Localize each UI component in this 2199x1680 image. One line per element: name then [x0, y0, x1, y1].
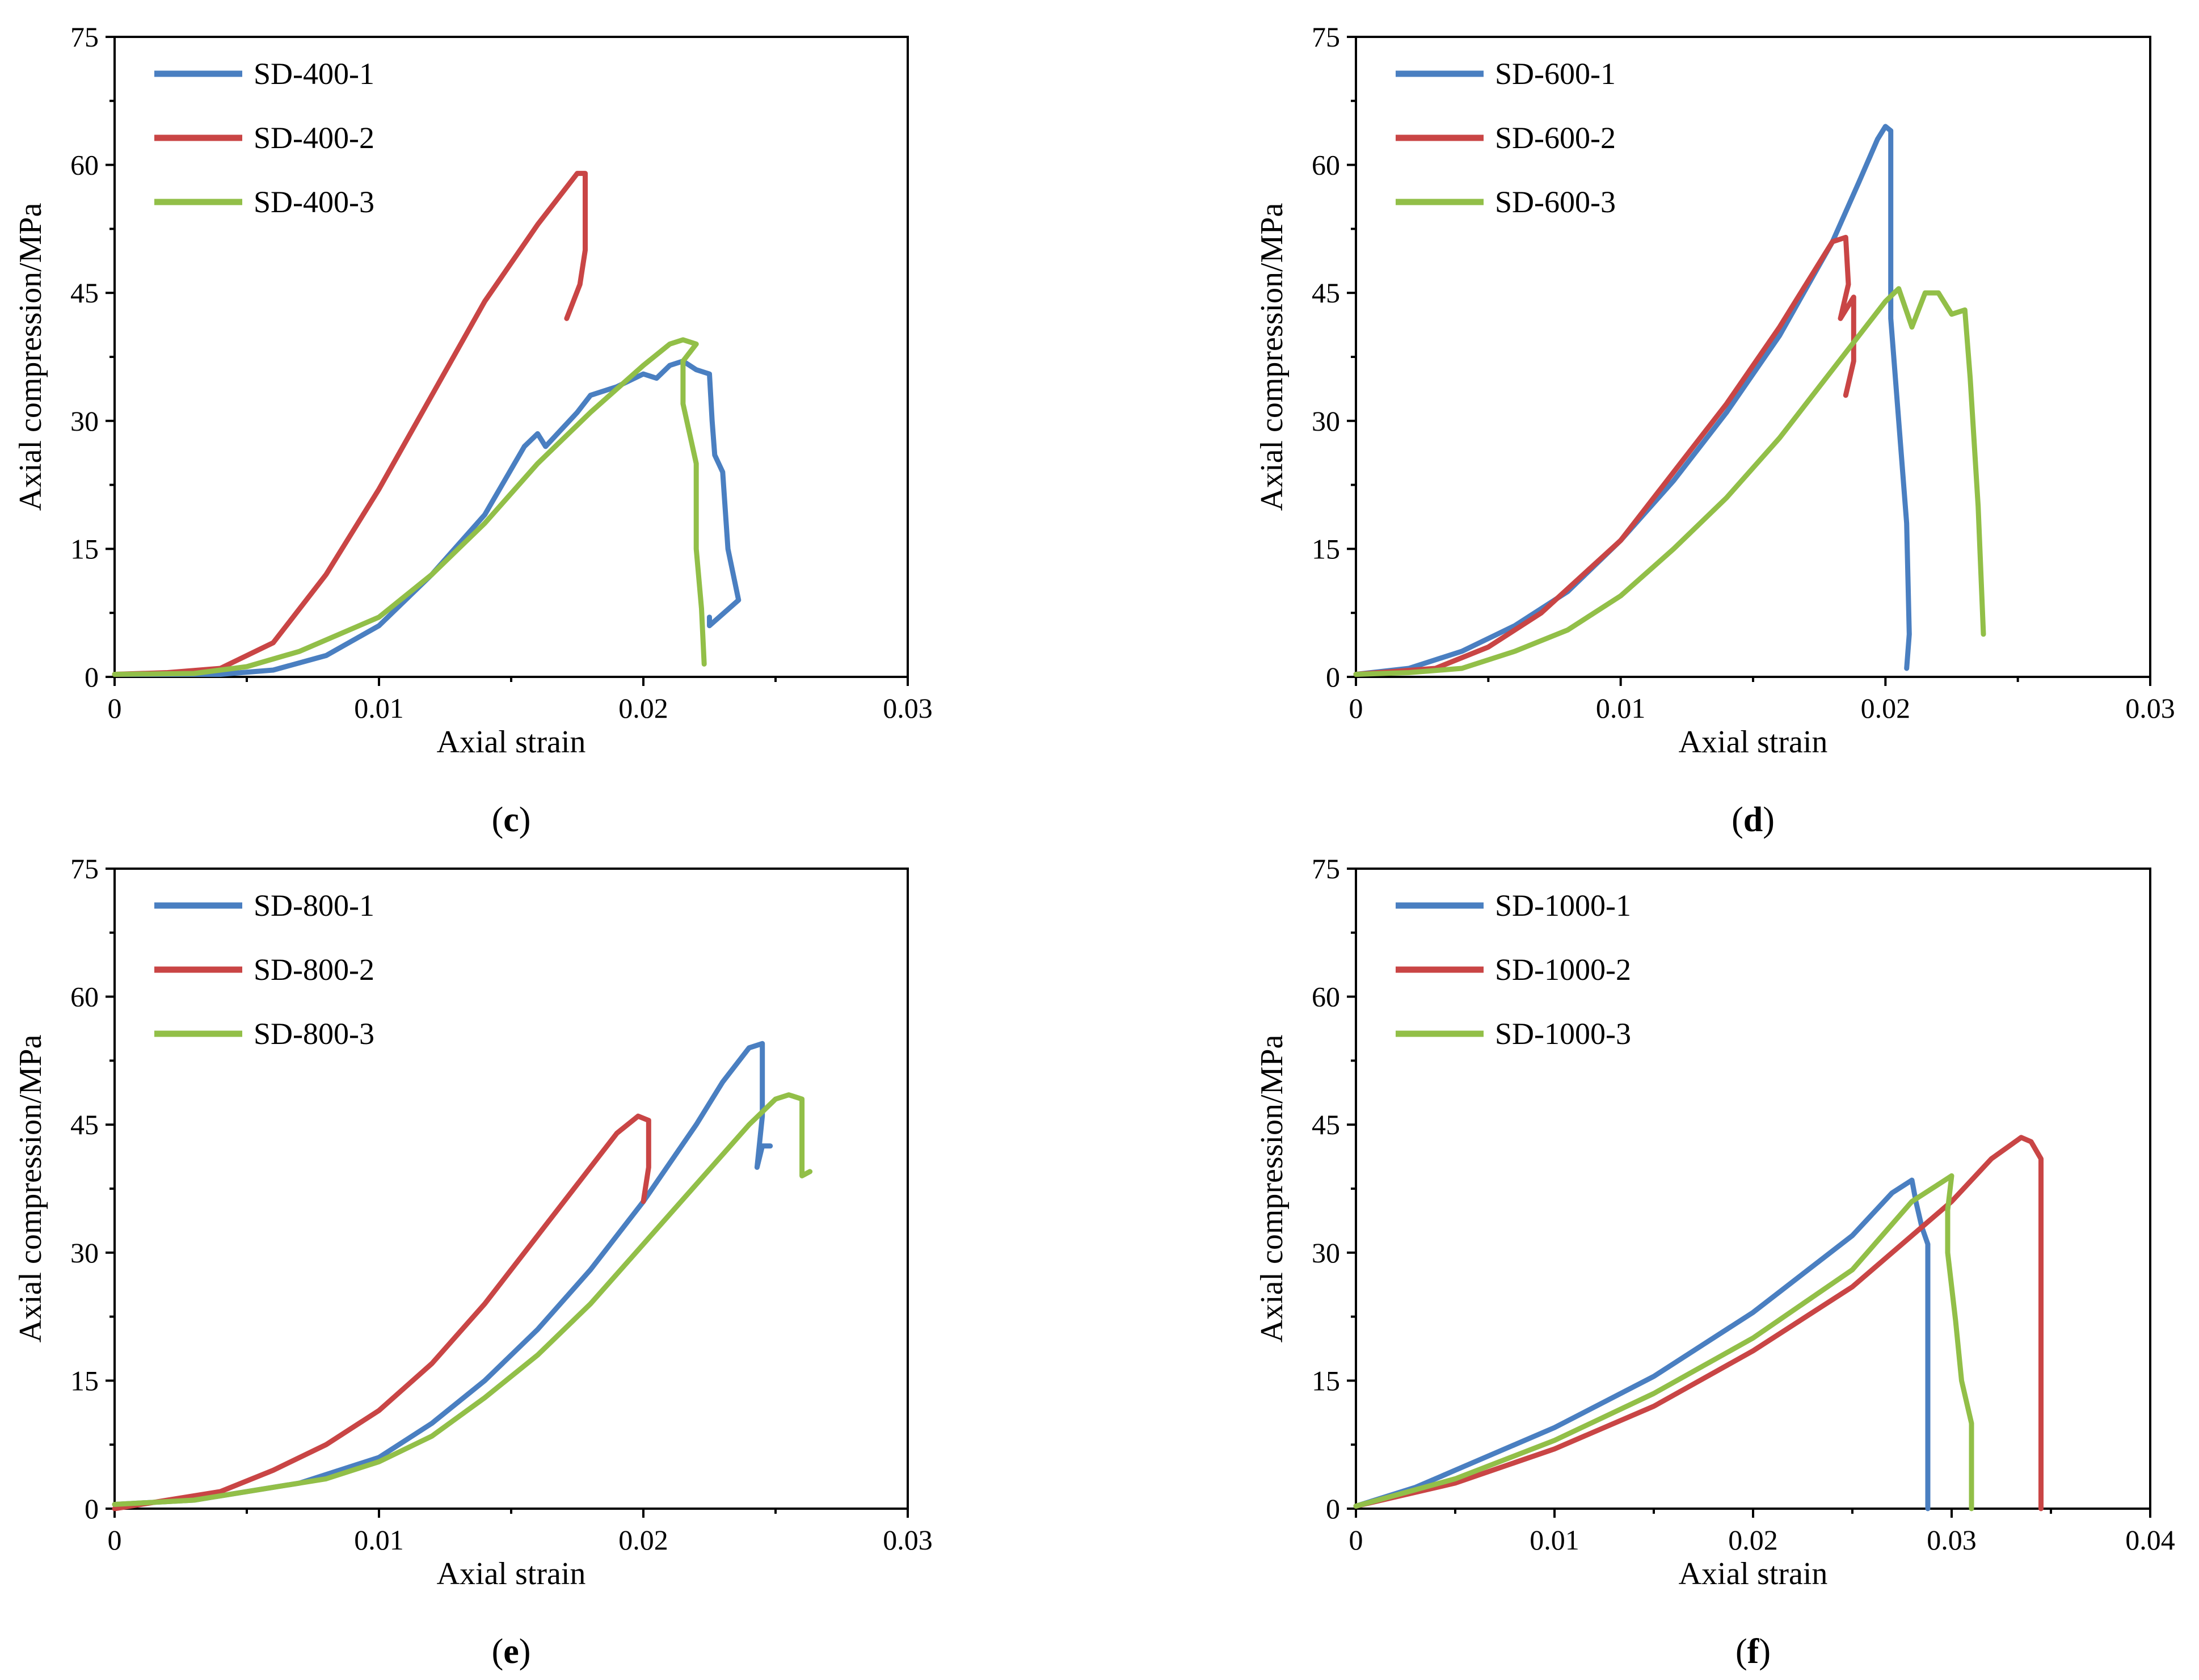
panel-c: 0 15 30 45 60 75 0 0.01 0.02 0.03 Axial strain Axia…: [13, 21, 933, 839]
y-tick-label: 15: [1312, 1365, 1340, 1396]
legend-label-SD-1000-1: SD-1000-1: [1495, 889, 1631, 923]
series-line-SD-800-3: [112, 1092, 813, 1507]
panel-label: (f): [1735, 1632, 1771, 1671]
series-line-SD-600-2: [1353, 234, 1856, 677]
legend-label-SD-600-1: SD-600-1: [1495, 57, 1616, 91]
y-tick-label: 45: [1312, 277, 1340, 309]
y-tick-label: 0: [1326, 661, 1340, 693]
y-tick-label: 75: [70, 853, 99, 885]
legend-label-SD-400-1: SD-400-1: [254, 57, 374, 91]
y-axis-title: Axial compression/MPa: [13, 1034, 48, 1342]
y-tick-label: 60: [1312, 149, 1340, 181]
x-tick-label: 0: [108, 692, 122, 724]
x-axis-title: Axial strain: [1679, 1556, 1828, 1591]
series-line-SD-600-1: [1353, 124, 1912, 677]
x-axis-title: Axial strain: [437, 1556, 586, 1591]
y-tick-label: 15: [70, 533, 99, 565]
x-tick-label: 0.01: [1530, 1524, 1579, 1556]
y-axis-title: Axial compression/MPa: [13, 203, 48, 511]
x-tick-label: 0.01: [354, 1524, 404, 1556]
x-tick-label: 0.02: [1728, 1524, 1778, 1556]
series-line-SD-600-3: [1353, 286, 1986, 677]
y-tick-label: 30: [70, 1237, 99, 1269]
panel-e: 0 15 30 45 60 75 0 0.01 0.02 0.03 Axial strain Axia…: [13, 853, 933, 1671]
x-tick-label: 0.01: [354, 692, 404, 724]
y-axis-title: Axial compression/MPa: [1254, 1034, 1290, 1342]
x-tick-label: 0.04: [2125, 1524, 2175, 1556]
panel-f: 0 15 30 45 60 75 0 0.01 0.02 0.03 0.04 Axial strain…: [1254, 853, 2175, 1671]
x-tick-label: 0.02: [1861, 692, 1911, 724]
legend-label-SD-400-3: SD-400-3: [254, 185, 374, 219]
x-tick-label: 0.02: [618, 1524, 668, 1556]
legend-label-SD-1000-2: SD-1000-2: [1495, 953, 1631, 987]
y-axis-title: Axial compression/MPa: [1254, 203, 1290, 511]
legend-label-SD-800-2: SD-800-2: [254, 953, 374, 987]
legend-label-SD-600-2: SD-600-2: [1495, 121, 1616, 155]
y-tick-label: 0: [85, 661, 99, 693]
x-tick-label: 0.02: [618, 692, 668, 724]
series-line-SD-1000-3: [1353, 1173, 1974, 1511]
x-tick-label: 0.03: [2125, 692, 2175, 724]
series-line-SD-400-3: [112, 337, 707, 677]
panel-label: (e): [492, 1632, 531, 1671]
x-tick-label: 0.03: [1927, 1524, 1977, 1556]
x-tick-label: 0: [1349, 1524, 1363, 1556]
series-line-SD-1000-2: [1353, 1135, 2044, 1511]
x-tick-label: 0.01: [1596, 692, 1646, 724]
y-tick-label: 60: [70, 981, 99, 1013]
y-tick-label: 15: [1312, 533, 1340, 565]
y-tick-label: 0: [85, 1493, 99, 1525]
x-tick-label: 0.03: [883, 1524, 933, 1556]
y-tick-label: 75: [70, 21, 99, 53]
y-tick-label: 75: [1312, 21, 1340, 53]
x-tick-label: 0: [1349, 692, 1363, 724]
y-tick-label: 0: [1326, 1493, 1340, 1525]
y-tick-label: 60: [70, 149, 99, 181]
y-tick-label: 75: [1312, 853, 1340, 885]
panel-d: 0 15 30 45 60 75 0 0.01 0.02 0.03 Axial strain Axia…: [1254, 21, 2175, 839]
x-axis-title: Axial strain: [437, 725, 586, 760]
y-tick-label: 45: [70, 277, 99, 309]
x-axis-title: Axial strain: [1679, 725, 1828, 760]
x-tick-label: 0: [108, 1524, 122, 1556]
panel-label: (d): [1732, 801, 1775, 839]
legend-label-SD-800-3: SD-800-3: [254, 1017, 374, 1051]
legend-label-SD-400-2: SD-400-2: [254, 121, 374, 155]
series-line-SD-1000-1: [1353, 1177, 1931, 1511]
panel-label: (c): [492, 801, 531, 839]
series-line-SD-400-2: [112, 171, 588, 677]
legend-label-SD-800-1: SD-800-1: [254, 889, 374, 923]
x-tick-label: 0.03: [883, 692, 933, 724]
y-tick-label: 30: [70, 405, 99, 437]
y-tick-label: 45: [70, 1109, 99, 1140]
y-tick-label: 30: [1312, 1237, 1340, 1269]
y-tick-label: 15: [70, 1365, 99, 1396]
y-tick-label: 30: [1312, 405, 1340, 437]
series-line-SD-800-2: [112, 1113, 651, 1511]
y-tick-label: 45: [1312, 1109, 1340, 1140]
y-tick-label: 60: [1312, 981, 1340, 1013]
legend-label-SD-600-3: SD-600-3: [1495, 185, 1616, 219]
legend-label-SD-1000-3: SD-1000-3: [1495, 1017, 1631, 1051]
